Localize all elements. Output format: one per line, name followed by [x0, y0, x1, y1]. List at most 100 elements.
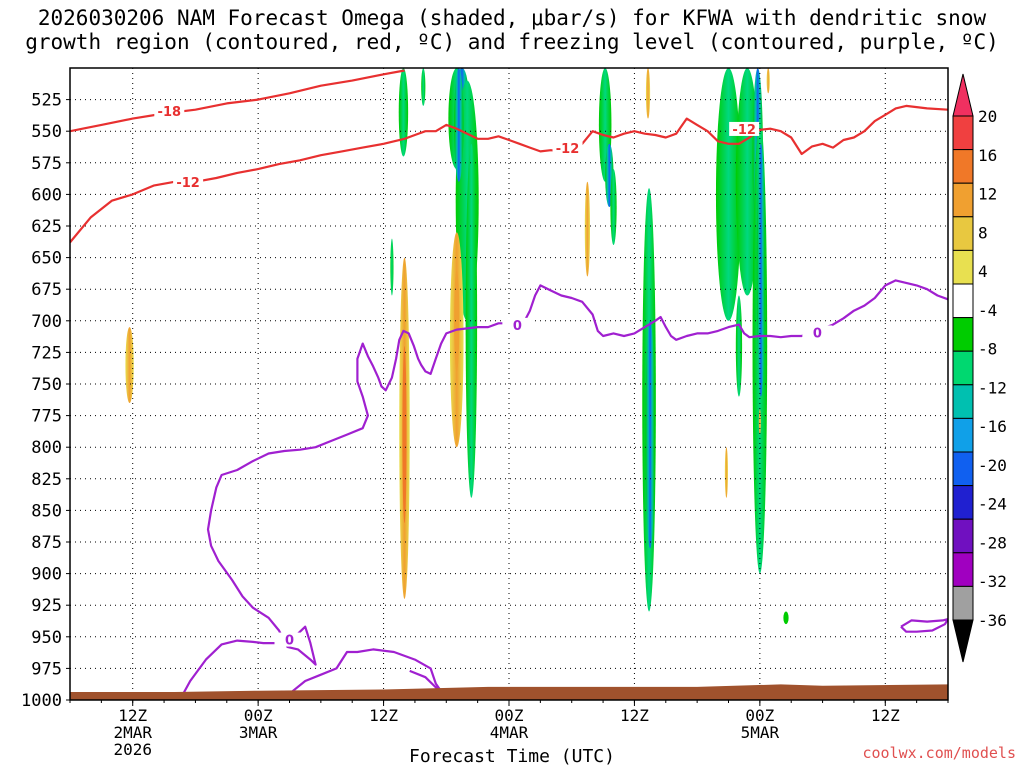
y-tick-label: 1000	[21, 691, 62, 711]
colorbar-swatch	[952, 451, 974, 487]
omega-shaded-cell	[390, 238, 394, 296]
contour-label: -18	[158, 105, 182, 120]
y-tick-label: 900	[31, 565, 62, 585]
colorbar-swatch	[952, 115, 974, 151]
omega-shaded-cell	[465, 143, 478, 498]
omega-shaded-cell	[756, 143, 766, 397]
x-tick-label: 12Z	[118, 706, 147, 725]
y-tick-label: 875	[31, 533, 62, 553]
contour-label: 0	[513, 319, 522, 334]
x-tick-label: 2MAR	[113, 723, 152, 742]
y-tick-label: 675	[31, 280, 62, 300]
y-tick-label: 975	[31, 659, 62, 679]
y-axis-ticks: 525 550 575 600 625 650 675 700 725 750 775 800 825 8…	[21, 91, 70, 711]
x-tick-label: 3MAR	[239, 723, 278, 742]
contour-label: -12	[732, 123, 756, 138]
contour-label-bg	[552, 140, 583, 155]
contour-line	[900, 618, 948, 633]
contour-lines	[70, 69, 948, 700]
colorbar-swatch	[952, 350, 974, 386]
contour-label: -12	[176, 176, 200, 191]
colorbar-label: 20	[978, 107, 997, 126]
terrain-ground	[70, 684, 948, 700]
colorbar-label: 4	[978, 262, 988, 281]
colorbar-label: -8	[978, 340, 997, 359]
colorbar-swatch	[952, 216, 974, 251]
colorbar-swatch	[952, 317, 974, 352]
chart-title-line-2: growth region (contoured, red, ºC) and f…	[25, 30, 999, 54]
omega-shaded-cell	[125, 327, 134, 403]
colorbar-label: -28	[978, 533, 1007, 552]
omega-shading	[125, 68, 789, 625]
colorbar-label: 12	[978, 185, 997, 204]
colorbar-label: -24	[978, 495, 1007, 514]
contour-label: 0	[813, 326, 822, 341]
colorbar-label: 8	[978, 223, 988, 242]
omega-shaded-cell	[454, 68, 464, 182]
y-tick-label: 950	[31, 628, 62, 648]
y-tick-label: 650	[31, 249, 62, 269]
colorbar-swatch	[952, 417, 974, 453]
grid-dotted	[70, 68, 948, 701]
colorbar-swatch	[952, 249, 974, 285]
footer-credit[interactable]: coolwx.com/models	[862, 744, 1016, 762]
x-tick-label: 5MAR	[741, 723, 780, 742]
colorbar-top-arrow	[952, 73, 974, 117]
colorbar-label: 16	[978, 146, 997, 165]
colorbar: 20 16 12 8 4 -4 -8 -12 -16 -20 -24 -28 -32 -36	[952, 73, 1007, 663]
colorbar-swatch	[952, 552, 974, 587]
contour-label: -12	[556, 142, 580, 157]
x-tick-label: 00Z	[745, 706, 774, 725]
omega-shaded-cell	[454, 270, 460, 372]
y-tick-label: 575	[31, 154, 62, 174]
x-tick-label: 12Z	[620, 706, 649, 725]
contour-label-bg	[802, 325, 833, 340]
omega-shaded-cell	[766, 68, 770, 94]
colorbar-swatch	[952, 585, 974, 621]
y-tick-label: 625	[31, 217, 62, 237]
omega-shaded-cell	[421, 68, 426, 106]
x-tick-label: 2026	[113, 740, 152, 759]
omega-shaded-cell	[610, 169, 617, 245]
omega-shaded-cell	[783, 611, 789, 625]
omega-shaded-cell	[645, 68, 651, 119]
y-tick-label: 850	[31, 501, 62, 521]
colorbar-swatch	[952, 283, 974, 319]
y-tick-label: 725	[31, 343, 62, 363]
contour-label-bg	[729, 121, 760, 136]
x-tick-label: 4MAR	[490, 723, 529, 742]
y-tick-label: 925	[31, 596, 62, 616]
y-tick-label: 750	[31, 375, 62, 395]
contour-label-bg	[154, 104, 185, 119]
chart-title-line-1: 2026030206 NAM Forecast Omega (shaded, μ…	[37, 6, 987, 30]
colorbar-label: -4	[978, 301, 997, 320]
contour-label-bg	[502, 317, 533, 332]
colorbar-swatch	[952, 149, 974, 184]
colorbar-label: -12	[978, 378, 1007, 397]
y-tick-label: 700	[31, 312, 62, 332]
contour-label-bg	[274, 632, 305, 647]
y-tick-label: 800	[31, 438, 62, 458]
contour-line	[178, 279, 948, 700]
contour-line	[70, 104, 948, 244]
colorbar-swatch	[952, 182, 974, 218]
x-tick-label: 00Z	[495, 706, 524, 725]
ground-fill	[70, 684, 948, 700]
omega-shaded-cell	[724, 447, 728, 498]
y-tick-label: 525	[31, 91, 62, 111]
contour-label: 0	[285, 634, 294, 649]
omega-shaded-cell	[402, 346, 407, 524]
y-tick-label: 600	[31, 185, 62, 205]
colorbar-swatch	[952, 485, 974, 520]
colorbar-swatch	[952, 384, 974, 419]
colorbar-label: -16	[978, 417, 1007, 436]
y-tick-label: 550	[31, 122, 62, 142]
y-tick-label: 825	[31, 470, 62, 490]
y-tick-label: 775	[31, 407, 62, 427]
x-tick-label: 12Z	[871, 706, 900, 725]
omega-shaded-cell	[398, 68, 409, 157]
colorbar-swatch	[952, 518, 974, 554]
contour-label-bg	[173, 175, 204, 190]
